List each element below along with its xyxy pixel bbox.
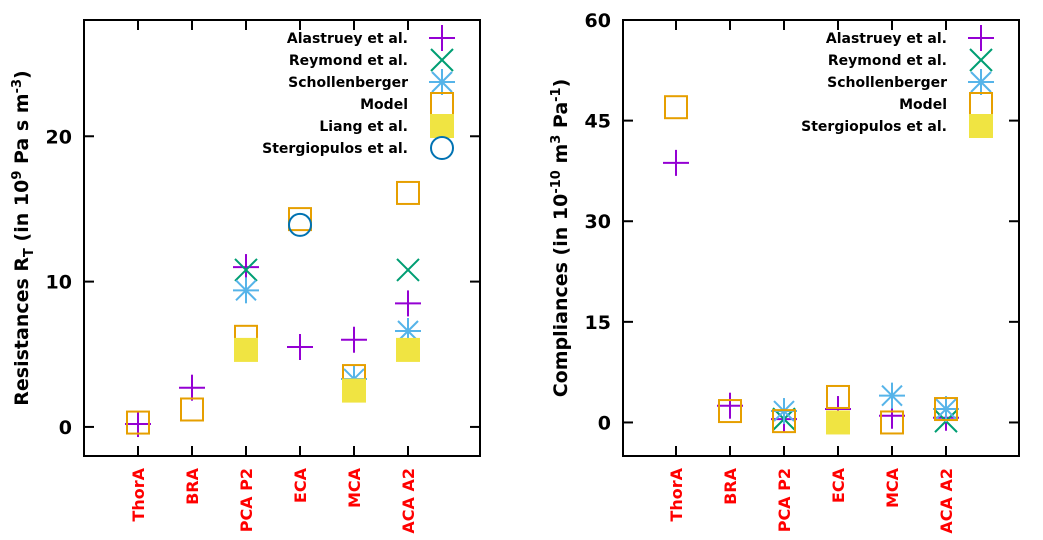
y-axis-title-part: m (550, 144, 572, 170)
y-tick-label: 45 (585, 111, 611, 133)
legend-label: Schollenberger (827, 75, 947, 91)
x-category-label: BRA (183, 467, 202, 505)
data-point-square-open (934, 397, 958, 422)
data-point-square-open (718, 399, 742, 424)
legend-label: Liang et al. (319, 119, 408, 135)
data-point-cross (396, 258, 420, 282)
data-point-square-open (396, 180, 420, 205)
legend-marker-cross (430, 48, 454, 72)
y-tick-label: 0 (59, 417, 72, 439)
y-axis-title-part: Resistances R (11, 257, 33, 406)
legend-marker-star (429, 69, 455, 95)
data-point-square-filled (826, 410, 850, 435)
y-axis-title-part: Pa s m (11, 93, 33, 170)
x-category-label: ACA A2 (399, 468, 418, 534)
data-point-plus (341, 326, 367, 353)
data-point-square-filled (234, 337, 258, 362)
data-point-star (879, 382, 905, 409)
data-point-square-open (180, 397, 204, 422)
legend-marker-circle-open (430, 136, 454, 160)
y-axis-title-part: (in 10 (11, 180, 33, 248)
data-point-circle-open (288, 212, 312, 237)
y-axis-title-part: 9 (10, 171, 25, 180)
legend-marker-square-open (969, 92, 993, 116)
x-category-label: MCA (345, 467, 364, 508)
y-axis-title-part: Compliances (in 10 (550, 194, 572, 398)
data-point-square-filled (396, 337, 420, 362)
data-point-star (395, 318, 421, 345)
resistances-chart: 0 10 20 ThorA BRA PCA P2 ECA MCA ACA A2 Resistanc… (10, 19, 481, 534)
y-axis-title-part: ) (550, 79, 572, 88)
x-category-label: MCA (883, 467, 902, 508)
y-axis-title-part: -10 (549, 170, 564, 194)
data-point-square-open (772, 409, 796, 434)
x-category-label: ACA A2 (937, 468, 956, 534)
y-tick-label: 0 (598, 412, 611, 434)
legend-marker-star (968, 69, 994, 95)
x-category-label: ECA (829, 467, 848, 503)
y-tick-label: 60 (585, 10, 611, 32)
x-category-label: PCA P2 (237, 468, 256, 532)
plot-frame (83, 19, 481, 457)
data-point-plus (395, 290, 421, 317)
legend-label: Alastruey et al. (826, 31, 947, 47)
legend-label: Stergiopulos et al. (262, 141, 408, 157)
y-axis-title-part: 3 (549, 135, 564, 144)
y-axis-title-part: T (22, 248, 37, 257)
x-category-label: PCA P2 (775, 468, 794, 532)
legend-marker-square-filled (430, 114, 454, 138)
legend-label: Reymond et al. (289, 53, 408, 69)
legend-label: Model (899, 97, 947, 113)
y-axis-title-part: ) (11, 70, 33, 79)
data-point-plus (179, 374, 205, 401)
data-point-plus (233, 254, 259, 281)
data-point-square-open (288, 207, 312, 232)
y-axis-title-part: -1 (549, 87, 564, 101)
data-point-star (233, 277, 259, 304)
data-point-square-open (880, 410, 904, 435)
x-category-label: ECA (291, 467, 310, 503)
legend-label: Alastruey et al. (287, 31, 408, 47)
legend-marker-square-filled (969, 114, 993, 138)
legend-label: Schollenberger (288, 75, 408, 91)
y-axis-title-part: Pa (550, 102, 572, 135)
y-tick-label: 20 (46, 126, 72, 148)
x-category-label: ThorA (667, 467, 686, 521)
plot-frame (622, 19, 1020, 457)
legend-label: Stergiopulos et al. (801, 119, 947, 135)
data-point-plus (717, 392, 743, 419)
y-axis-title: Compliances (in 10-10 m3 Pa-1) (549, 79, 572, 398)
data-point-cross (234, 258, 258, 282)
data-point-plus (663, 149, 689, 176)
data-point-square-open (826, 384, 850, 409)
legend-label: Model (360, 97, 408, 113)
y-axis-title: Resistances RT (in 109 Pa s m-3) (10, 70, 37, 405)
x-category-label: ThorA (129, 467, 148, 521)
y-axis-title-part: -3 (10, 79, 25, 93)
data-point-square-filled (342, 378, 366, 403)
legend-marker-plus (429, 25, 455, 51)
y-tick-label: 15 (585, 312, 611, 334)
legend-label: Reymond et al. (828, 53, 947, 69)
data-point-plus (287, 334, 313, 360)
data-point-star (933, 396, 959, 423)
legend-marker-cross (969, 48, 993, 72)
legend-marker-square-open (430, 92, 454, 116)
x-category-label: BRA (721, 467, 740, 505)
data-point-square-open (126, 410, 150, 435)
y-tick-label: 10 (46, 272, 72, 294)
compliances-chart: 0 15 30 45 60 ThorA BRA PCA P2 ECA MCA ACA A2 Compl… (549, 10, 1020, 534)
y-tick-label: 30 (585, 211, 611, 233)
legend-marker-plus (968, 25, 994, 51)
data-point-square-open (664, 95, 688, 120)
